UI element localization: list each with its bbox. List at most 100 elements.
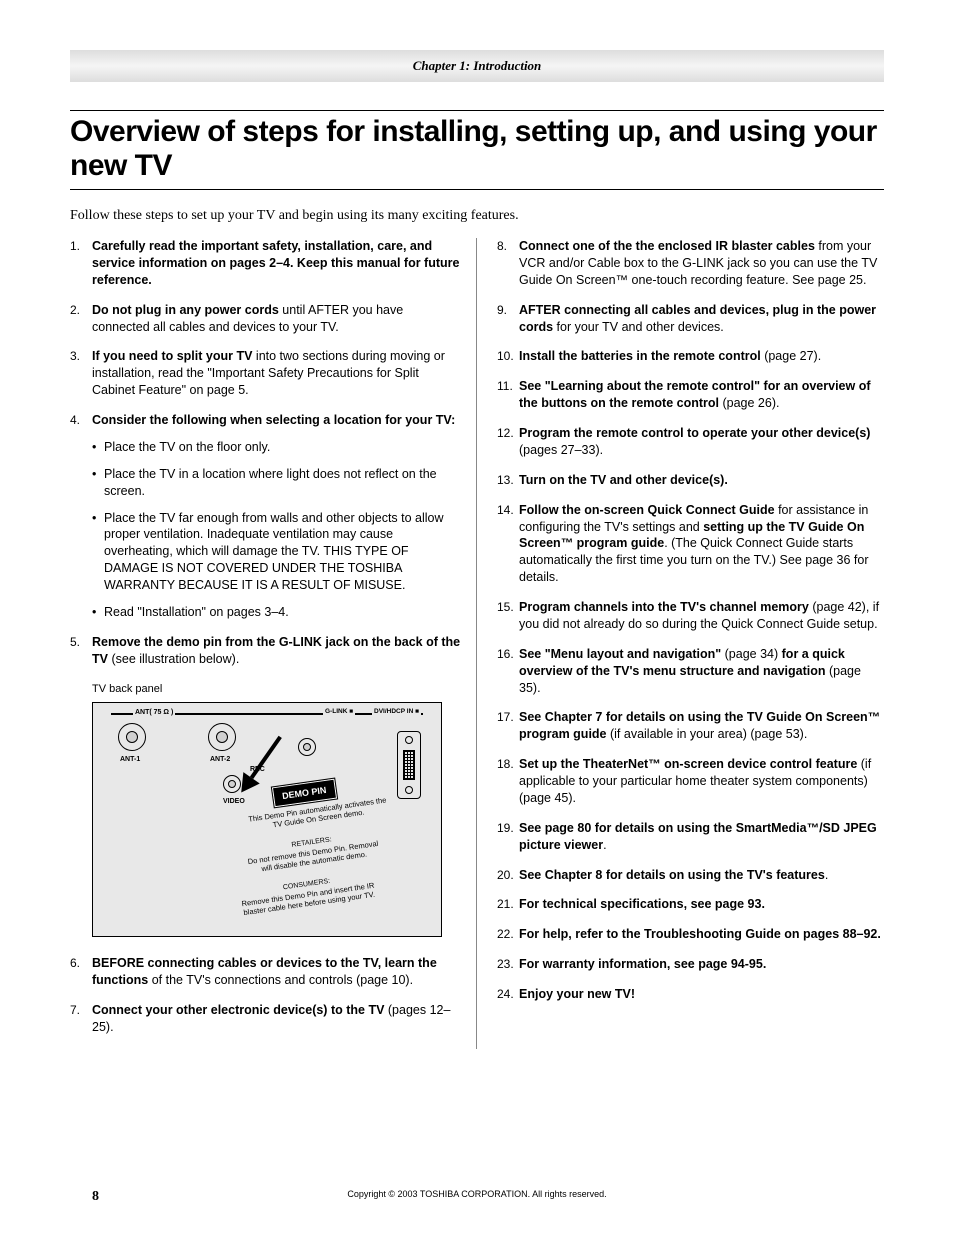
- step-number: 2.: [70, 302, 80, 318]
- ant-line-label: ANT( 75 Ω ): [133, 708, 175, 717]
- step-item: 15.Program channels into the TV's channe…: [497, 599, 884, 633]
- ant2-label: ANT-2: [208, 755, 232, 764]
- rule-bottom: [70, 189, 884, 190]
- step-number: 21.: [497, 896, 514, 912]
- step-body: Turn on the TV and other device(s).: [519, 473, 728, 487]
- step-body: See Chapter 8 for details on using the T…: [519, 868, 828, 882]
- step-item: 7. Connect your other electronic device(s…: [70, 1002, 464, 1036]
- step-number: 3.: [70, 348, 80, 364]
- step-number: 11.: [497, 378, 513, 394]
- page-number: 8: [92, 1189, 99, 1205]
- step-item: 24. Enjoy your new TV!: [497, 986, 884, 1003]
- step-item: 19. See page 80 for details on using the …: [497, 820, 884, 854]
- copyright-footer: Copyright © 2003 TOSHIBA CORPORATION. Al…: [70, 1189, 884, 1199]
- note-demo: This Demo Pin automatically activates th…: [247, 796, 388, 834]
- step-item: 22. For help, refer to the Troubleshootin…: [497, 926, 884, 943]
- left-column: 1. Carefully read the important safety, i…: [70, 238, 477, 1049]
- step-item: 9. AFTER connecting all cables and device…: [497, 302, 884, 336]
- step-item: 14. Follow the on-screen Quick Connect Gu…: [497, 502, 884, 586]
- step-number: 14.: [497, 502, 514, 518]
- right-list: 8. Connect one of the the enclosed IR bla…: [497, 238, 884, 1003]
- step-body: Follow the on-screen Quick Connect Guide…: [519, 503, 869, 585]
- step-number: 10.: [497, 348, 514, 364]
- step-body: See "Menu layout and navigation" (page 3…: [519, 647, 861, 695]
- chapter-header-bar: Chapter 1: Introduction: [70, 50, 884, 82]
- step-body: Connect one of the the enclosed IR blast…: [519, 239, 877, 287]
- step-body: Consider the following when selecting a …: [92, 413, 455, 427]
- step-item: 13. Turn on the TV and other device(s).: [497, 472, 884, 489]
- step-number: 4.: [70, 412, 80, 428]
- sub-item: Place the TV in a location where light d…: [92, 466, 464, 500]
- step-body: Set up the TheaterNet™ on-screen device …: [519, 757, 871, 805]
- step-number: 22.: [497, 926, 514, 942]
- sub-list: Place the TV on the floor only. Place the…: [92, 439, 464, 621]
- step-number: 1.: [70, 238, 80, 254]
- step-body: For help, refer to the Troubleshooting G…: [519, 927, 881, 941]
- step-item: 23. For warranty information, see page 94…: [497, 956, 884, 973]
- step-body: If you need to split your TV into two se…: [92, 349, 445, 397]
- intro-text: Follow these steps to set up your TV and…: [70, 208, 884, 224]
- step-number: 24.: [497, 986, 514, 1002]
- sub-item: Place the TV far enough from walls and o…: [92, 510, 464, 594]
- step-body: See Chapter 7 for details on using the T…: [519, 710, 880, 741]
- step-body: AFTER connecting all cables and devices,…: [519, 303, 876, 334]
- ant2-port-icon: [208, 723, 236, 751]
- left-list: 1. Carefully read the important safety, i…: [70, 238, 464, 1036]
- step-number: 16.: [497, 646, 514, 662]
- illustration-block: TV back panel ANT( 75 Ω ) G-LINK ■ DVI/HDCP…: [70, 682, 464, 938]
- step-number: 5.: [70, 634, 80, 650]
- step-item: 20. See Chapter 8 for details on using th…: [497, 867, 884, 884]
- step-number: 13.: [497, 472, 514, 488]
- step-number: 18.: [497, 756, 514, 772]
- step-body: See page 80 for details on using the Sma…: [519, 821, 877, 852]
- step-number: 23.: [497, 956, 514, 972]
- step-number: 19.: [497, 820, 514, 836]
- step-item: 10. Install the batteries in the remote c…: [497, 348, 884, 365]
- step-item: 18. Set up the TheaterNet™ on-screen devi…: [497, 756, 884, 807]
- step-number: 6.: [70, 955, 80, 971]
- panel-caption: TV back panel: [92, 682, 464, 697]
- dvi-label: DVI/HDCP IN ■: [372, 708, 421, 717]
- dvi-port-icon: [397, 731, 421, 799]
- video-label: VIDEO: [221, 797, 247, 806]
- step-number: 9.: [497, 302, 507, 318]
- sub-item: Place the TV on the floor only.: [92, 439, 464, 456]
- note-consumers: CONSUMERS:Remove this Demo Pin and inser…: [237, 872, 379, 919]
- step-body: Install the batteries in the remote cont…: [519, 349, 821, 363]
- step-body: Connect your other electronic device(s) …: [92, 1003, 450, 1034]
- step-number: 7.: [70, 1002, 80, 1018]
- step-body: BEFORE connecting cables or devices to t…: [92, 956, 437, 987]
- note-retailers: RETAILERS:Do not remove this Demo Pin. R…: [242, 830, 384, 877]
- step-item: 4. Consider the following when selecting …: [70, 412, 464, 621]
- step-number: 12.: [497, 425, 514, 441]
- step-number: 15.: [497, 599, 514, 615]
- glink-port-icon: [298, 738, 316, 756]
- step-body: Enjoy your new TV!: [519, 987, 635, 1001]
- step-item: 21. For technical specifications, see pag…: [497, 896, 884, 913]
- step-number: 20.: [497, 867, 514, 883]
- ant1-port-icon: [118, 723, 146, 751]
- step-body: For warranty information, see page 94-95…: [519, 957, 766, 971]
- step-item: 11.See "Learning about the remote contro…: [497, 378, 884, 412]
- step-body: Program the remote control to operate yo…: [519, 426, 870, 457]
- tv-back-panel-illustration: ANT( 75 Ω ) G-LINK ■ DVI/HDCP IN ■ ANT-1 ANT…: [92, 702, 442, 937]
- step-item: 8. Connect one of the the enclosed IR bla…: [497, 238, 884, 289]
- step-item: 1. Carefully read the important safety, i…: [70, 238, 464, 289]
- step-body: Do not plug in any power cords until AFT…: [92, 303, 403, 334]
- step-item: 17. See Chapter 7 for details on using th…: [497, 709, 884, 743]
- step-number: 17.: [497, 709, 514, 725]
- columns: 1. Carefully read the important safety, i…: [70, 238, 884, 1049]
- ant1-label: ANT-1: [118, 755, 142, 764]
- step-body: Carefully read the important safety, ins…: [92, 239, 459, 287]
- step-item: 16. See "Menu layout and navigation" (pag…: [497, 646, 884, 697]
- step-body: Remove the demo pin from the G-LINK jack…: [92, 635, 460, 666]
- step-item: 5. Remove the demo pin from the G-LINK ja…: [70, 634, 464, 668]
- step-item: 6. BEFORE connecting cables or devices to…: [70, 955, 464, 989]
- step-body: For technical specifications, see page 9…: [519, 897, 765, 911]
- sub-item: Read "Installation" on pages 3–4.: [92, 604, 464, 621]
- step-number: 8.: [497, 238, 507, 254]
- step-item: 2. Do not plug in any power cords until A…: [70, 302, 464, 336]
- glink-label: G-LINK ■: [323, 708, 355, 717]
- step-item: 3. If you need to split your TV into two …: [70, 348, 464, 399]
- step-item: 12. Program the remote control to operate…: [497, 425, 884, 459]
